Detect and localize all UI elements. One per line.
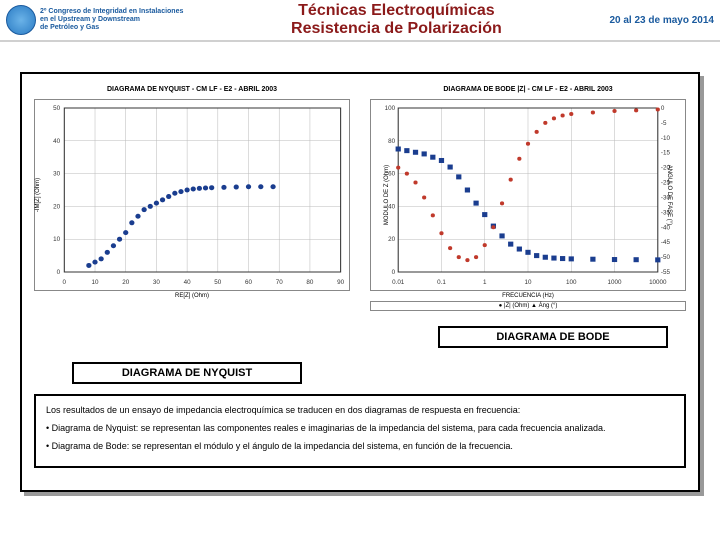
svg-text:-10: -10: [661, 135, 671, 142]
svg-text:30: 30: [53, 171, 61, 178]
bode-chart: DIAGRAMA DE BODE |Z| - CM LF - E2 - ABRI…: [370, 86, 686, 316]
title-line2: Resistencia de Polarización: [183, 20, 609, 38]
svg-text:10: 10: [92, 279, 100, 286]
content-panel: DIAGRAMA DE NYQUIST - CM LF - E2 - ABRIL…: [20, 72, 700, 492]
event-date: 20 al 23 de mayo 2014: [609, 15, 714, 26]
title-line1: Técnicas Electroquímicas: [183, 2, 609, 20]
svg-text:-55: -55: [661, 269, 671, 276]
slide-header: 2º Congreso de Integridad en Instalacion…: [0, 0, 720, 42]
svg-text:0.1: 0.1: [437, 279, 446, 286]
nyquist-title: DIAGRAMA DE NYQUIST - CM LF - E2 - ABRIL…: [34, 86, 350, 93]
svg-text:80: 80: [306, 279, 314, 286]
svg-text:10: 10: [525, 279, 533, 286]
nyquist-ylabel: -IM[Z] (Ohm): [35, 178, 41, 212]
svg-text:70: 70: [276, 279, 284, 286]
svg-text:0: 0: [392, 269, 396, 276]
svg-text:-15: -15: [661, 150, 671, 157]
bode-legend: ● |Z| (Ohm) ▲ Áng (°): [370, 301, 686, 311]
svg-text:50: 50: [53, 105, 61, 112]
logo-line1: 2º Congreso de Integridad en Instalacion…: [40, 8, 183, 16]
svg-text:-40: -40: [661, 224, 671, 231]
logo-line3: de Petróleo y Gas: [40, 24, 183, 32]
charts-row: DIAGRAMA DE NYQUIST - CM LF - E2 - ABRIL…: [34, 86, 686, 316]
svg-text:60: 60: [245, 279, 253, 286]
bode-svg: 0.010.1110100100010000020406080100-55-50…: [371, 100, 685, 290]
svg-text:100: 100: [566, 279, 577, 286]
svg-text:80: 80: [388, 138, 396, 145]
svg-text:40: 40: [53, 138, 61, 145]
svg-text:10000: 10000: [649, 279, 667, 286]
svg-text:0.01: 0.01: [392, 279, 405, 286]
svg-text:20: 20: [388, 236, 396, 243]
bode-ylabel2: ANGULO DE FASE (°): [666, 165, 672, 225]
slide-title: Técnicas Electroquímicas Resistencia de …: [183, 2, 609, 39]
svg-text:-45: -45: [661, 239, 671, 246]
bode-xlabel: FRECUENCIA (Hz): [370, 293, 686, 299]
svg-text:1000: 1000: [608, 279, 623, 286]
svg-text:20: 20: [122, 279, 130, 286]
svg-text:90: 90: [337, 279, 345, 286]
logo-line2: en el Upstream y Downstream: [40, 16, 183, 24]
bode-plot-area: MODULO DE Z (Ohm) ANGULO DE FASE (°) 0.0…: [370, 99, 686, 291]
nyquist-svg: 0 10 20 30 40 50 60 70 80 90 0 10 20 30 40 50: [35, 100, 349, 290]
congress-name: 2º Congreso de Integridad en Instalacion…: [40, 8, 183, 31]
desc-p2: • Diagrama de Nyquist: se representan la…: [46, 422, 674, 434]
svg-text:-50: -50: [661, 254, 671, 261]
svg-text:0: 0: [661, 105, 665, 112]
nyquist-xlabel: RE[Z] (Ohm): [34, 293, 350, 299]
desc-p3: • Diagrama de Bode: se representan el mó…: [46, 440, 674, 452]
svg-text:1: 1: [483, 279, 487, 286]
bode-ylabel: MODULO DE Z (Ohm): [384, 165, 390, 225]
logo-area: 2º Congreso de Integridad en Instalacion…: [6, 5, 183, 35]
bode-title: DIAGRAMA DE BODE |Z| - CM LF - E2 - ABRI…: [370, 86, 686, 93]
svg-text:0: 0: [63, 279, 67, 286]
bode-caption: DIAGRAMA DE BODE: [438, 326, 668, 348]
svg-text:40: 40: [184, 279, 192, 286]
svg-text:100: 100: [385, 105, 396, 112]
svg-text:20: 20: [53, 204, 61, 211]
svg-text:10: 10: [53, 236, 61, 243]
desc-p1: Los resultados de un ensayo de impedanci…: [46, 404, 674, 416]
description-box: Los resultados de un ensayo de impedanci…: [34, 394, 686, 468]
svg-text:-5: -5: [661, 120, 667, 127]
svg-text:0: 0: [57, 269, 61, 276]
nyquist-plot-area: -IM[Z] (Ohm) 0 10 20 30 40 50 60 70 80 90 0 10 20 30 4…: [34, 99, 350, 291]
svg-text:30: 30: [153, 279, 161, 286]
nyquist-chart: DIAGRAMA DE NYQUIST - CM LF - E2 - ABRIL…: [34, 86, 350, 316]
congress-logo-icon: [6, 5, 36, 35]
svg-text:50: 50: [214, 279, 222, 286]
nyquist-caption: DIAGRAMA DE NYQUIST: [72, 362, 302, 384]
